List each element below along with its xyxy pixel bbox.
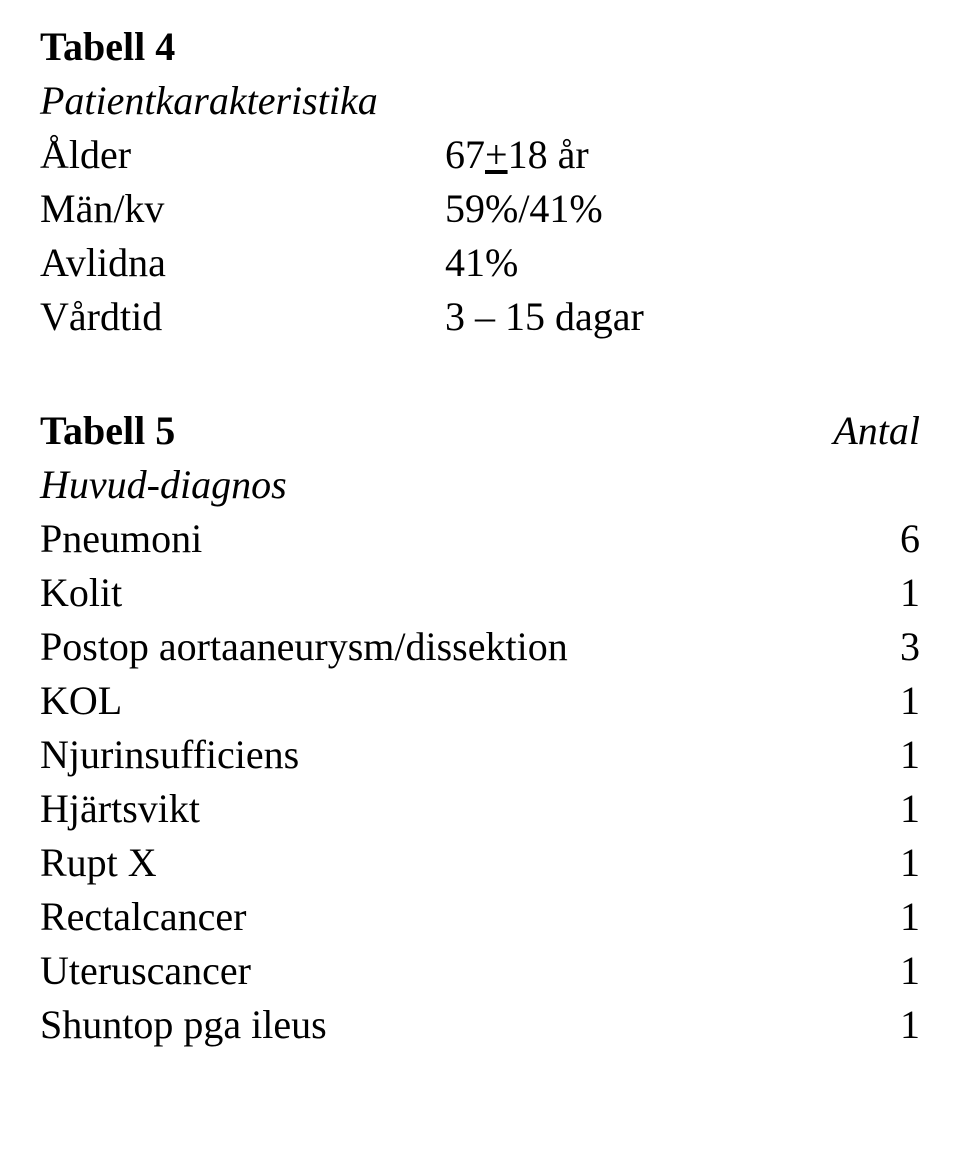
table-row: Pneumoni 6 [40,512,920,566]
row-value: 1 [800,890,920,944]
table-row: KOL 1 [40,674,920,728]
table-row: Postop aortaaneurysm/dissektion 3 [40,620,920,674]
table-row: Vårdtid 3 – 15 dagar [40,290,920,344]
table-row: Rectalcancer 1 [40,890,920,944]
row-value: 1 [800,566,920,620]
row-label: Avlidna [40,236,445,290]
row-label: Män/kv [40,182,445,236]
row-value: 67+18 år [445,128,589,182]
table-row: Avlidna 41% [40,236,920,290]
age-rest: 18 år [508,132,589,177]
table-5-header: Tabell 5 Antal [40,404,920,458]
table-row: Rupt X 1 [40,836,920,890]
table-5-title: Tabell 5 [40,404,800,458]
table-5-subtitle: Huvud-diagnos [40,458,920,512]
table-5-header-value: Antal [800,404,920,458]
table-4-subtitle: Patientkarakteristika [40,74,445,128]
row-value: 1 [800,944,920,998]
row-label: Hjärtsvikt [40,782,800,836]
row-value: 3 – 15 dagar [445,290,644,344]
table-row: Hjärtsvikt 1 [40,782,920,836]
row-value: 1 [800,836,920,890]
table-row: Ålder 67+18 år [40,128,920,182]
table-row: Shuntop pga ileus 1 [40,998,920,1052]
table-row: Uteruscancer 1 [40,944,920,998]
row-value: 6 [800,512,920,566]
row-value: 41% [445,236,518,290]
age-base: 67 [445,132,485,177]
table-row: Njurinsufficiens 1 [40,728,920,782]
row-label: Njurinsufficiens [40,728,800,782]
row-label: Pneumoni [40,512,800,566]
row-label: Uteruscancer [40,944,800,998]
row-label: Kolit [40,566,800,620]
row-value: 3 [800,620,920,674]
row-label: Rupt X [40,836,800,890]
row-label: Rectalcancer [40,890,800,944]
row-value: 1 [800,998,920,1052]
table-5: Tabell 5 Antal Huvud-diagnos Pneumoni 6 … [40,404,920,1052]
row-value: 1 [800,674,920,728]
row-value: 1 [800,728,920,782]
table-row: Kolit 1 [40,566,920,620]
table-4-title: Tabell 4 [40,20,445,74]
row-label: KOL [40,674,800,728]
row-label: Shuntop pga ileus [40,998,800,1052]
row-label: Postop aortaaneurysm/dissektion [40,620,800,674]
row-label: Vårdtid [40,290,445,344]
row-label: Ålder [40,128,445,182]
table-4: Tabell 4 Patientkarakteristika Ålder 67+… [40,20,920,344]
table-row: Män/kv 59%/41% [40,182,920,236]
row-value: 1 [800,782,920,836]
row-value: 59%/41% [445,182,603,236]
age-plus: + [485,132,508,177]
